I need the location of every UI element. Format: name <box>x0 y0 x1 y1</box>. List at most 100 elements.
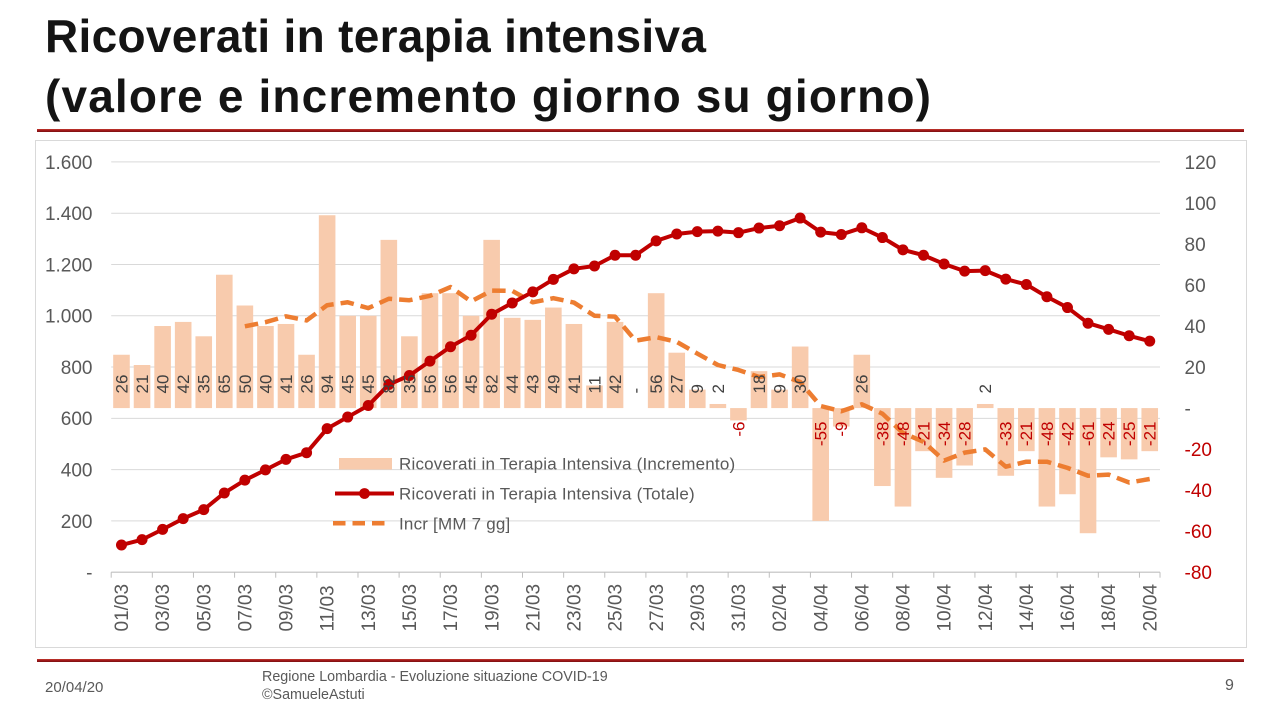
svg-text:-34: -34 <box>935 422 954 447</box>
svg-text:18/04: 18/04 <box>1099 584 1120 632</box>
svg-text:56: 56 <box>441 375 460 394</box>
svg-text:03/03: 03/03 <box>153 584 174 632</box>
svg-text:21: 21 <box>133 375 152 394</box>
svg-text:27/03: 27/03 <box>647 584 668 632</box>
svg-text:29/03: 29/03 <box>688 584 709 632</box>
svg-text:40: 40 <box>154 375 173 394</box>
svg-text:60: 60 <box>1185 276 1206 297</box>
svg-text:100: 100 <box>1185 194 1217 215</box>
svg-text:49: 49 <box>544 375 563 394</box>
svg-text:-48: -48 <box>1038 422 1057 447</box>
svg-text:20: 20 <box>1185 358 1206 379</box>
svg-text:45: 45 <box>339 375 358 394</box>
svg-text:82: 82 <box>380 375 399 394</box>
svg-text:56: 56 <box>421 375 440 394</box>
svg-text:800: 800 <box>61 358 93 379</box>
svg-text:600: 600 <box>61 409 93 430</box>
svg-text:-: - <box>1185 399 1191 420</box>
svg-text:41: 41 <box>277 375 296 394</box>
svg-text:07/03: 07/03 <box>235 584 256 632</box>
svg-text:Ricoverati in Terapia Intensiv: Ricoverati in Terapia Intensiva (Increme… <box>399 455 735 474</box>
svg-text:1.000: 1.000 <box>45 307 93 328</box>
svg-text:06/04: 06/04 <box>852 584 873 632</box>
svg-text:17/03: 17/03 <box>441 584 462 632</box>
svg-text:25/03: 25/03 <box>606 584 627 632</box>
svg-text:-24: -24 <box>1100 422 1119 447</box>
svg-text:82: 82 <box>483 375 502 394</box>
svg-text:40: 40 <box>256 375 275 394</box>
svg-text:-42: -42 <box>1058 422 1077 447</box>
svg-text:26: 26 <box>297 375 316 394</box>
svg-text:-: - <box>86 563 92 584</box>
svg-text:01/03: 01/03 <box>112 584 133 632</box>
svg-text:31/03: 31/03 <box>729 584 750 632</box>
svg-text:Incr [MM 7 gg]: Incr [MM 7 gg] <box>399 514 510 533</box>
svg-text:27: 27 <box>668 375 687 394</box>
svg-text:-21: -21 <box>1141 422 1160 447</box>
svg-text:400: 400 <box>61 461 93 482</box>
svg-text:42: 42 <box>174 375 193 394</box>
svg-text:35: 35 <box>400 375 419 394</box>
svg-text:05/03: 05/03 <box>194 584 215 632</box>
svg-text:15/03: 15/03 <box>400 584 421 632</box>
svg-text:08/04: 08/04 <box>894 584 915 632</box>
svg-text:50: 50 <box>236 375 255 394</box>
svg-text:26: 26 <box>112 375 131 394</box>
svg-text:21/03: 21/03 <box>523 584 544 632</box>
svg-text:1.400: 1.400 <box>45 204 93 225</box>
svg-text:-38: -38 <box>873 422 892 447</box>
svg-text:-21: -21 <box>1017 422 1036 447</box>
svg-text:-33: -33 <box>997 421 1016 446</box>
svg-text:-20: -20 <box>1185 440 1212 461</box>
svg-text:-55: -55 <box>812 422 831 447</box>
svg-text:10/04: 10/04 <box>935 584 956 632</box>
svg-text:41: 41 <box>565 375 584 394</box>
svg-text:42: 42 <box>606 375 625 394</box>
svg-text:20/04: 20/04 <box>1140 584 1161 632</box>
svg-text:-80: -80 <box>1185 563 1212 584</box>
svg-text:26: 26 <box>853 375 872 394</box>
svg-text:19/03: 19/03 <box>482 584 503 632</box>
svg-text:200: 200 <box>61 512 93 533</box>
svg-text:30: 30 <box>791 375 810 394</box>
svg-text:40: 40 <box>1185 317 1206 338</box>
svg-text:2: 2 <box>976 384 995 393</box>
svg-text:120: 120 <box>1185 153 1217 174</box>
svg-text:2: 2 <box>709 384 728 393</box>
svg-text:09/03: 09/03 <box>277 584 298 632</box>
svg-text:Ricoverati in Terapia Intensiv: Ricoverati in Terapia Intensiva (Totale) <box>399 485 695 504</box>
svg-text:18: 18 <box>750 375 769 394</box>
svg-text:1.600: 1.600 <box>45 153 93 174</box>
svg-text:56: 56 <box>647 375 666 394</box>
svg-text:14/04: 14/04 <box>1017 584 1038 632</box>
svg-text:43: 43 <box>524 375 543 394</box>
svg-text:12/04: 12/04 <box>976 584 997 632</box>
svg-text:-6: -6 <box>729 422 748 437</box>
svg-text:9: 9 <box>688 384 707 393</box>
svg-text:13/03: 13/03 <box>359 584 380 632</box>
svg-text:-21: -21 <box>914 422 933 447</box>
svg-text:44: 44 <box>503 375 522 394</box>
svg-text:23/03: 23/03 <box>565 584 586 632</box>
svg-text:04/04: 04/04 <box>811 584 832 632</box>
svg-text:-61: -61 <box>1079 422 1098 447</box>
svg-text:-40: -40 <box>1185 481 1212 502</box>
svg-text:35: 35 <box>195 375 214 394</box>
svg-text:9: 9 <box>770 384 789 393</box>
svg-text:45: 45 <box>359 375 378 394</box>
svg-text:-48: -48 <box>894 422 913 447</box>
svg-text:11/03: 11/03 <box>318 585 339 631</box>
svg-text:02/04: 02/04 <box>770 584 791 632</box>
svg-text:-25: -25 <box>1120 422 1139 447</box>
svg-text:16/04: 16/04 <box>1058 584 1079 632</box>
svg-text:-9: -9 <box>832 422 851 437</box>
svg-text:-: - <box>627 388 646 394</box>
svg-text:80: 80 <box>1185 235 1206 256</box>
svg-text:11: 11 <box>585 376 604 394</box>
svg-text:45: 45 <box>462 375 481 394</box>
svg-text:1.200: 1.200 <box>45 255 93 276</box>
svg-text:-60: -60 <box>1185 522 1212 543</box>
svg-text:65: 65 <box>215 375 234 394</box>
svg-text:-28: -28 <box>956 422 975 447</box>
svg-text:94: 94 <box>318 375 337 394</box>
